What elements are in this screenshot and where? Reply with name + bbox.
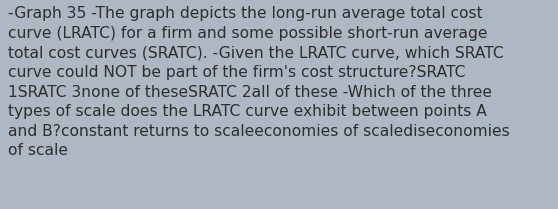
Text: -Graph 35 -The graph depicts the long-run average total cost
curve (LRATC) for a: -Graph 35 -The graph depicts the long-ru… (8, 6, 510, 158)
